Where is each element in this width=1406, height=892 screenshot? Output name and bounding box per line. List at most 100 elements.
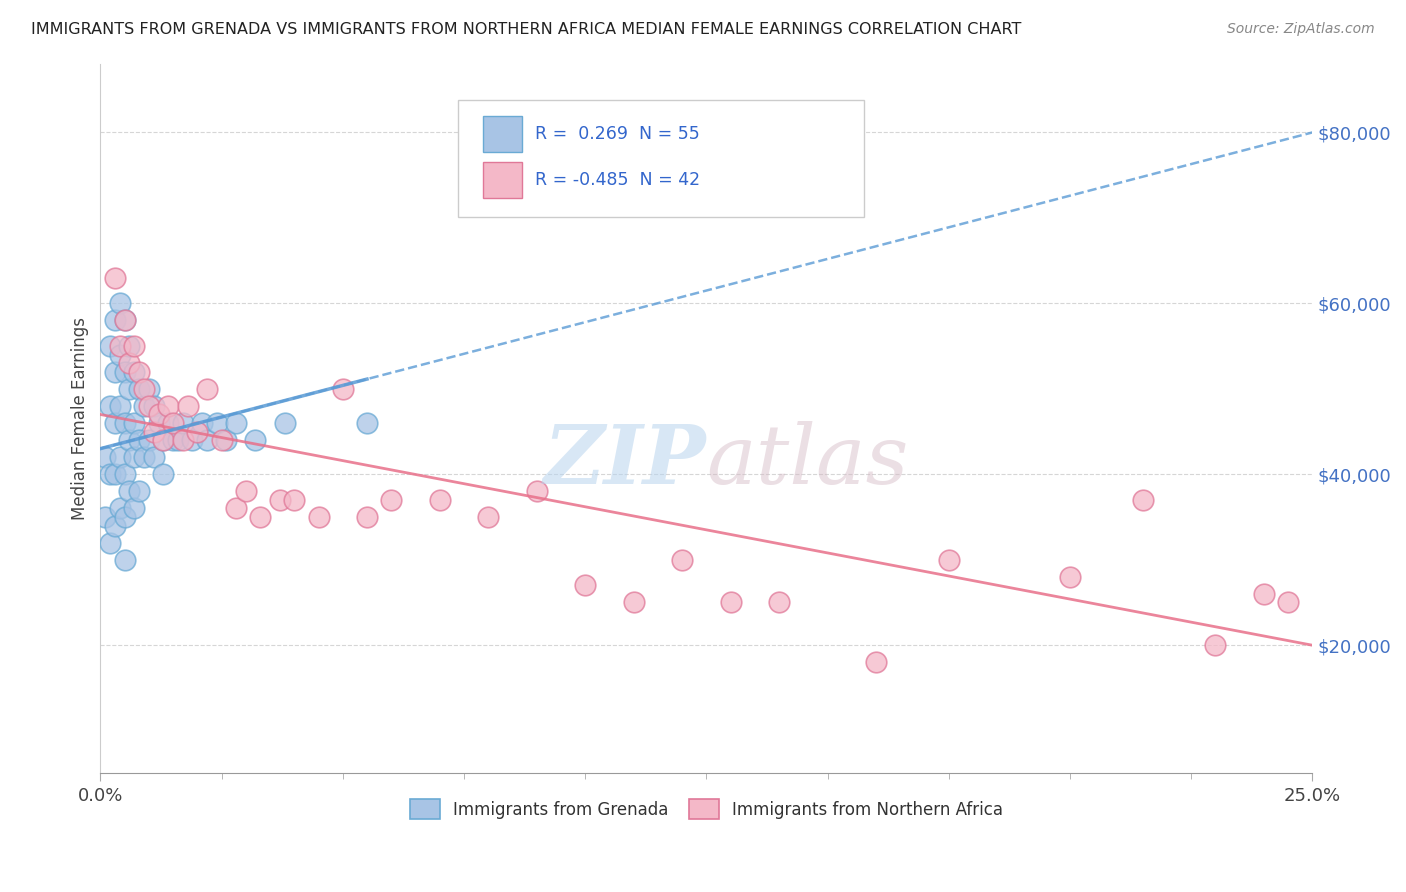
Point [148, 408, 170, 422]
Point [114, 467, 136, 482]
Point [574, 578, 596, 592]
Point [938, 553, 960, 567]
Point [720, 595, 742, 609]
Point [128, 433, 150, 447]
Point [215, 433, 238, 447]
Point [167, 433, 190, 447]
Point [235, 484, 257, 499]
Point [104, 270, 127, 285]
Point [128, 484, 150, 499]
Point [138, 399, 160, 413]
Point [225, 501, 247, 516]
Point [128, 365, 150, 379]
Point [186, 425, 208, 439]
Point [128, 382, 150, 396]
Point [132, 450, 155, 465]
Point [477, 510, 499, 524]
Point [142, 450, 165, 465]
Point [104, 313, 127, 327]
Point [114, 416, 136, 430]
Point [152, 433, 174, 447]
Point [526, 484, 548, 499]
Point [124, 416, 146, 430]
Point [114, 510, 136, 524]
Point [1059, 570, 1081, 584]
Point [118, 433, 141, 447]
Point [118, 382, 141, 396]
Point [108, 501, 131, 516]
Point [172, 416, 194, 430]
Point [308, 510, 330, 524]
Point [157, 399, 180, 413]
Point [104, 416, 127, 430]
Point [211, 433, 233, 447]
Point [118, 484, 141, 499]
Point [148, 416, 170, 430]
Point [108, 450, 131, 465]
Point [104, 518, 127, 533]
Point [98, 339, 121, 353]
Legend: Immigrants from Grenada, Immigrants from Northern Africa: Immigrants from Grenada, Immigrants from… [404, 793, 1010, 825]
FancyBboxPatch shape [484, 162, 522, 198]
Point [191, 416, 214, 430]
Point [114, 313, 136, 327]
Point [114, 365, 136, 379]
Point [356, 510, 378, 524]
Point [98, 467, 121, 482]
Point [356, 416, 378, 430]
Point [118, 356, 141, 370]
Point [1132, 492, 1154, 507]
Point [124, 501, 146, 516]
Point [176, 399, 198, 413]
Point [114, 553, 136, 567]
Point [1204, 638, 1226, 652]
Point [98, 399, 121, 413]
Point [124, 339, 146, 353]
Point [118, 339, 141, 353]
Point [124, 450, 146, 465]
Point [245, 433, 267, 447]
Point [138, 382, 160, 396]
Point [94, 450, 117, 465]
Point [108, 348, 131, 362]
Point [108, 339, 131, 353]
Point [142, 425, 165, 439]
Point [195, 382, 218, 396]
Text: ZIP: ZIP [544, 421, 706, 501]
Y-axis label: Median Female Earnings: Median Female Earnings [72, 318, 89, 520]
Point [124, 365, 146, 379]
FancyBboxPatch shape [458, 100, 863, 217]
Text: IMMIGRANTS FROM GRENADA VS IMMIGRANTS FROM NORTHERN AFRICA MEDIAN FEMALE EARNING: IMMIGRANTS FROM GRENADA VS IMMIGRANTS FR… [31, 22, 1021, 37]
Point [205, 416, 228, 430]
Point [152, 467, 174, 482]
Point [114, 313, 136, 327]
Point [380, 492, 402, 507]
Point [132, 399, 155, 413]
Point [98, 535, 121, 549]
Point [283, 492, 305, 507]
Point [1277, 595, 1299, 609]
Point [108, 296, 131, 310]
Point [94, 510, 117, 524]
Point [104, 365, 127, 379]
Point [865, 656, 887, 670]
Text: R =  0.269  N = 55: R = 0.269 N = 55 [536, 125, 700, 143]
Point [429, 492, 451, 507]
Point [132, 382, 155, 396]
Point [162, 433, 184, 447]
Text: R = -0.485  N = 42: R = -0.485 N = 42 [536, 171, 700, 189]
Point [172, 433, 194, 447]
Point [269, 492, 291, 507]
Point [671, 553, 693, 567]
Point [157, 416, 180, 430]
Point [225, 416, 247, 430]
Point [152, 433, 174, 447]
Text: Source: ZipAtlas.com: Source: ZipAtlas.com [1227, 22, 1375, 37]
Point [181, 433, 204, 447]
Point [249, 510, 271, 524]
Point [768, 595, 790, 609]
Text: atlas: atlas [706, 421, 908, 501]
FancyBboxPatch shape [484, 116, 522, 152]
Point [332, 382, 354, 396]
Point [138, 433, 160, 447]
